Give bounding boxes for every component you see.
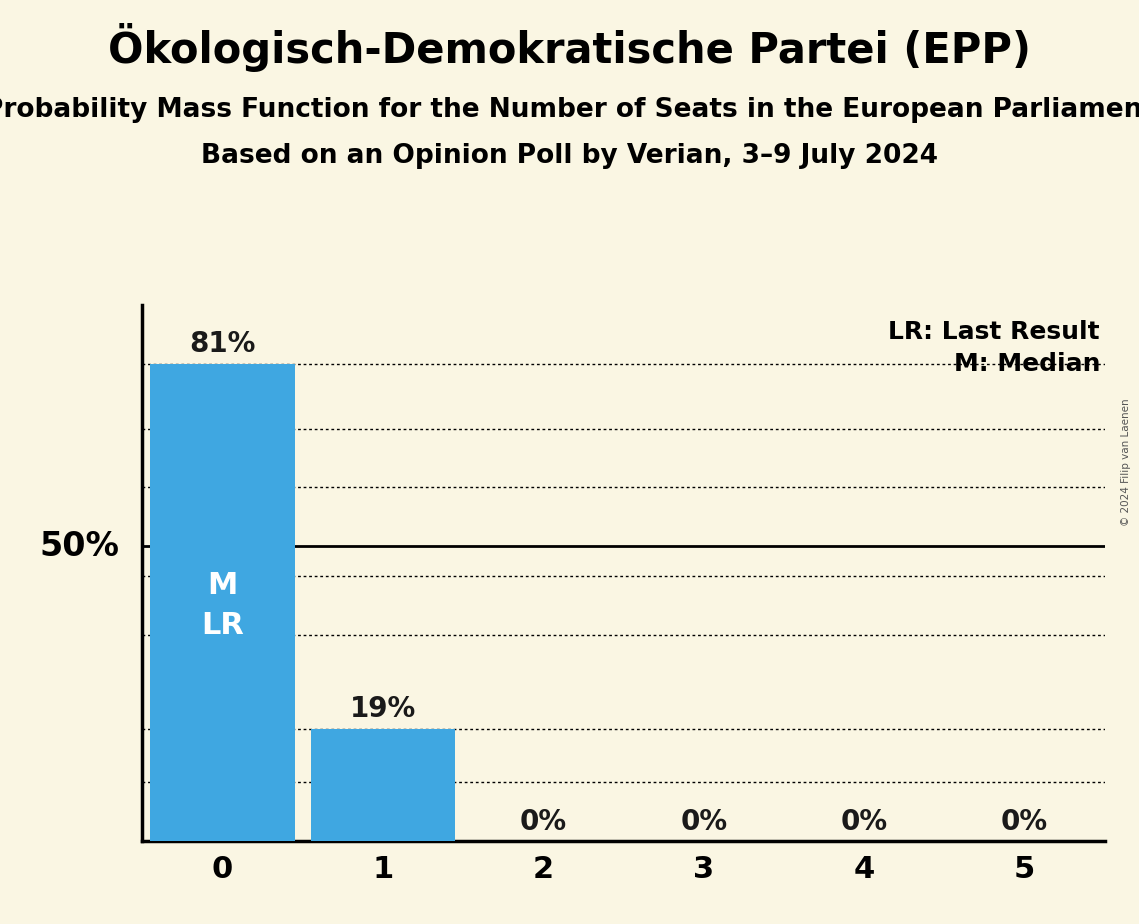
Text: 81%: 81%	[189, 330, 256, 358]
Text: Based on an Opinion Poll by Verian, 3–9 July 2024: Based on an Opinion Poll by Verian, 3–9 …	[200, 143, 939, 169]
Text: Probability Mass Function for the Number of Seats in the European Parliament: Probability Mass Function for the Number…	[0, 97, 1139, 123]
Text: 0%: 0%	[841, 808, 887, 836]
Text: 0%: 0%	[519, 808, 567, 836]
Text: 0%: 0%	[1001, 808, 1048, 836]
Text: 50%: 50%	[40, 529, 120, 563]
Text: M: Median: M: Median	[953, 352, 1100, 376]
Bar	[311, 729, 456, 841]
Text: LR: Last Result: LR: Last Result	[888, 320, 1100, 344]
Text: M
LR: M LR	[202, 570, 244, 640]
Text: 19%: 19%	[350, 695, 416, 723]
Bar	[150, 364, 295, 841]
Text: 0%: 0%	[680, 808, 728, 836]
Text: © 2024 Filip van Laenen: © 2024 Filip van Laenen	[1121, 398, 1131, 526]
Text: Ökologisch-Demokratische Partei (EPP): Ökologisch-Demokratische Partei (EPP)	[108, 23, 1031, 72]
